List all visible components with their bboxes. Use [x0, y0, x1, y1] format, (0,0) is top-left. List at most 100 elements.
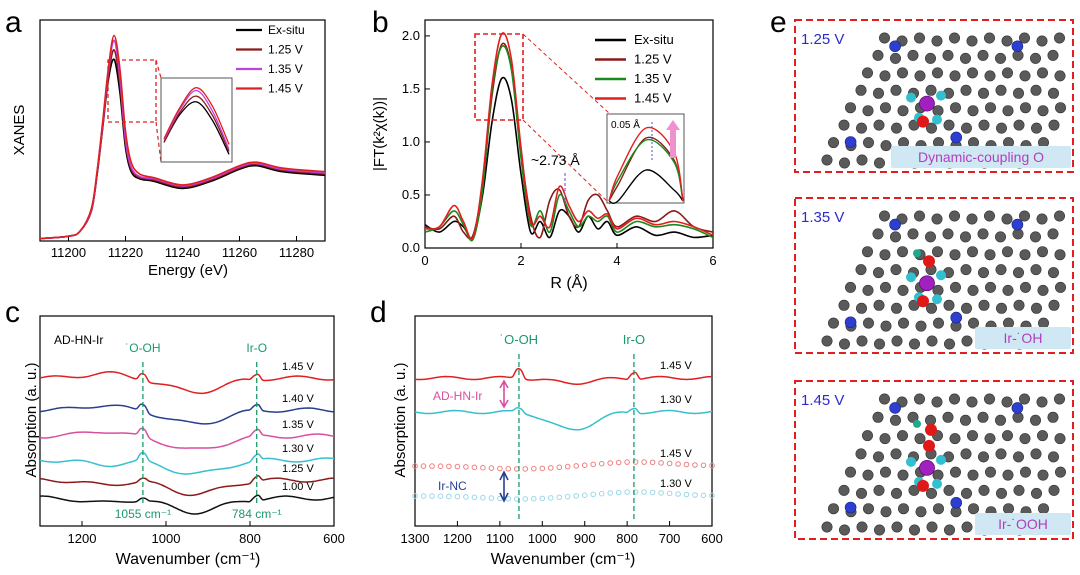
carbon-atom	[1055, 102, 1067, 114]
nitrogen-atom	[950, 311, 963, 324]
series-marker-d-Ir-NC	[505, 496, 512, 502]
panel-a: a 11200 11220 11240 11260 11280 Energy (eV) …	[5, 6, 326, 279]
carbon-atom	[1002, 105, 1014, 117]
series-marker-d-Ir-NC	[649, 489, 656, 496]
carbon-atom	[1031, 122, 1043, 134]
carbon-atom	[907, 49, 919, 61]
carbon-atom	[838, 299, 850, 311]
carbon-atom	[967, 284, 979, 296]
series-line-c-1.45-V	[39, 371, 335, 395]
y-axis-label-b: |FT(k²χ(k))|	[371, 97, 388, 171]
carbon-atom	[1013, 119, 1025, 131]
carbon-atom	[1055, 466, 1067, 478]
carbon-atom	[914, 433, 926, 445]
carbon-atom	[856, 521, 868, 533]
annotation-b: ~2.73 Å	[531, 152, 580, 168]
legend-label-b: Ex-situ	[634, 32, 674, 47]
series-marker-d-Ir-NC	[429, 493, 435, 499]
series-label-c: 1.25 V	[282, 463, 314, 475]
carbon-atom	[1037, 469, 1049, 481]
carbon-atom	[890, 84, 902, 96]
series-marker-d-Ir-NC	[531, 495, 537, 502]
carbon-atom	[862, 105, 874, 117]
nitrogen-atom	[950, 496, 963, 509]
carbon-atom	[1001, 35, 1013, 47]
carbon-atom	[942, 411, 954, 423]
series-marker-d-Ir-NC	[556, 494, 563, 501]
carbon-atom	[1037, 430, 1049, 442]
carbon-atom	[960, 84, 972, 96]
series-line-d-AD-HN-Ir-1.30-V	[414, 407, 713, 431]
carbon-atom	[890, 122, 902, 134]
carbon-atom	[1036, 396, 1048, 408]
peak-markers-c: ˙O-OH 1055 cm⁻¹ Ir-O 784 cm⁻¹	[115, 341, 282, 521]
carbon-atom	[844, 466, 856, 478]
x-axis-label-c: Wavenumber (cm⁻¹)	[116, 551, 261, 568]
carbon-atom	[908, 338, 920, 350]
cyan-atom	[932, 478, 942, 489]
x-tick-label-d: 1100	[486, 531, 514, 546]
x-tick-label-b: 0	[421, 253, 428, 268]
y-axis-label-d: Absorption (a. u.)	[392, 362, 409, 477]
carbon-atom	[1019, 466, 1031, 478]
peak-markers-d: ˙O-OH Ir-O	[500, 332, 645, 522]
carbon-atom	[967, 317, 979, 329]
carbon-atom	[1019, 70, 1031, 82]
carbon-atom	[995, 487, 1007, 499]
carbon-atom	[967, 105, 979, 117]
carbon-atom	[949, 102, 961, 114]
legend-a: Ex-situ 1.25 V 1.35 V 1.45 V	[236, 23, 305, 96]
caption-label: Dynamic-coupling O	[918, 149, 1044, 165]
carbon-atom	[1001, 430, 1013, 442]
series-line-b-1.35-V	[424, 45, 714, 242]
carbon-atom	[1001, 246, 1013, 258]
carbon-atom	[1019, 102, 1031, 114]
series-group-d: 1.45 V 1.30 V 1.45 V 1.30 V	[412, 360, 715, 502]
inset-line-a-1.25-V	[163, 95, 230, 152]
series-marker-d-Ir-NC	[446, 493, 452, 500]
carbon-atom	[878, 393, 890, 405]
series-marker-d-Ir-NC	[548, 465, 554, 471]
series-marker-d-Ir-NC	[429, 463, 435, 469]
series-marker-d-Ir-NC	[412, 493, 418, 499]
carbon-atom	[855, 302, 867, 314]
zoom-connector-b1	[522, 33, 611, 115]
legend-label-b: 1.35 V	[634, 71, 672, 86]
structure-boxes-e: 1.25 V Dynamic-coupling O 1.35 V Ir-˙OH 1.45…	[794, 19, 1074, 540]
carbon-atom	[844, 102, 856, 114]
carbon-atom	[994, 414, 1006, 426]
series-marker-d-Ir-NC	[700, 462, 707, 469]
oxygen-atom	[917, 295, 929, 308]
series-marker-d-Ir-NC	[412, 463, 418, 469]
carbon-atom	[932, 469, 944, 481]
series-marker-d-Ir-NC	[471, 464, 478, 471]
carbon-atom	[838, 119, 850, 131]
carbon-atom	[995, 122, 1007, 134]
carbon-atom	[931, 213, 943, 225]
series-label-c: 1.35 V	[282, 419, 314, 431]
series-group-a	[39, 34, 326, 240]
caption-label: Ir-˙OH	[1004, 330, 1043, 346]
y-tick-label-b: 0.0	[402, 240, 420, 255]
potential-label: 1.45 V	[801, 392, 844, 409]
carbon-atom	[926, 335, 938, 347]
carbon-atom	[1030, 264, 1042, 276]
carbon-atom	[907, 228, 919, 240]
series-line-c-1.00-V	[39, 494, 335, 515]
y-tick-label-b: 1.0	[402, 134, 420, 149]
carbon-atom	[1037, 246, 1049, 258]
carbon-atom	[949, 433, 961, 445]
carbon-atom	[1030, 414, 1042, 426]
carbon-atom	[1001, 213, 1013, 225]
carbon-atom	[959, 414, 971, 426]
carbon-atom	[960, 264, 972, 276]
series-line-d-AD-HN-Ir-1.45-V	[414, 367, 713, 386]
carbon-atom	[943, 338, 955, 350]
series-marker-d-Ir-NC	[531, 465, 537, 472]
series-marker-d-Ir-NC	[692, 462, 698, 468]
carbon-atom	[995, 264, 1007, 276]
series-marker-d-Ir-NC	[607, 490, 614, 496]
carbon-atom	[878, 32, 890, 44]
panel-label-c: c	[5, 296, 20, 329]
carbon-atom	[960, 487, 972, 499]
